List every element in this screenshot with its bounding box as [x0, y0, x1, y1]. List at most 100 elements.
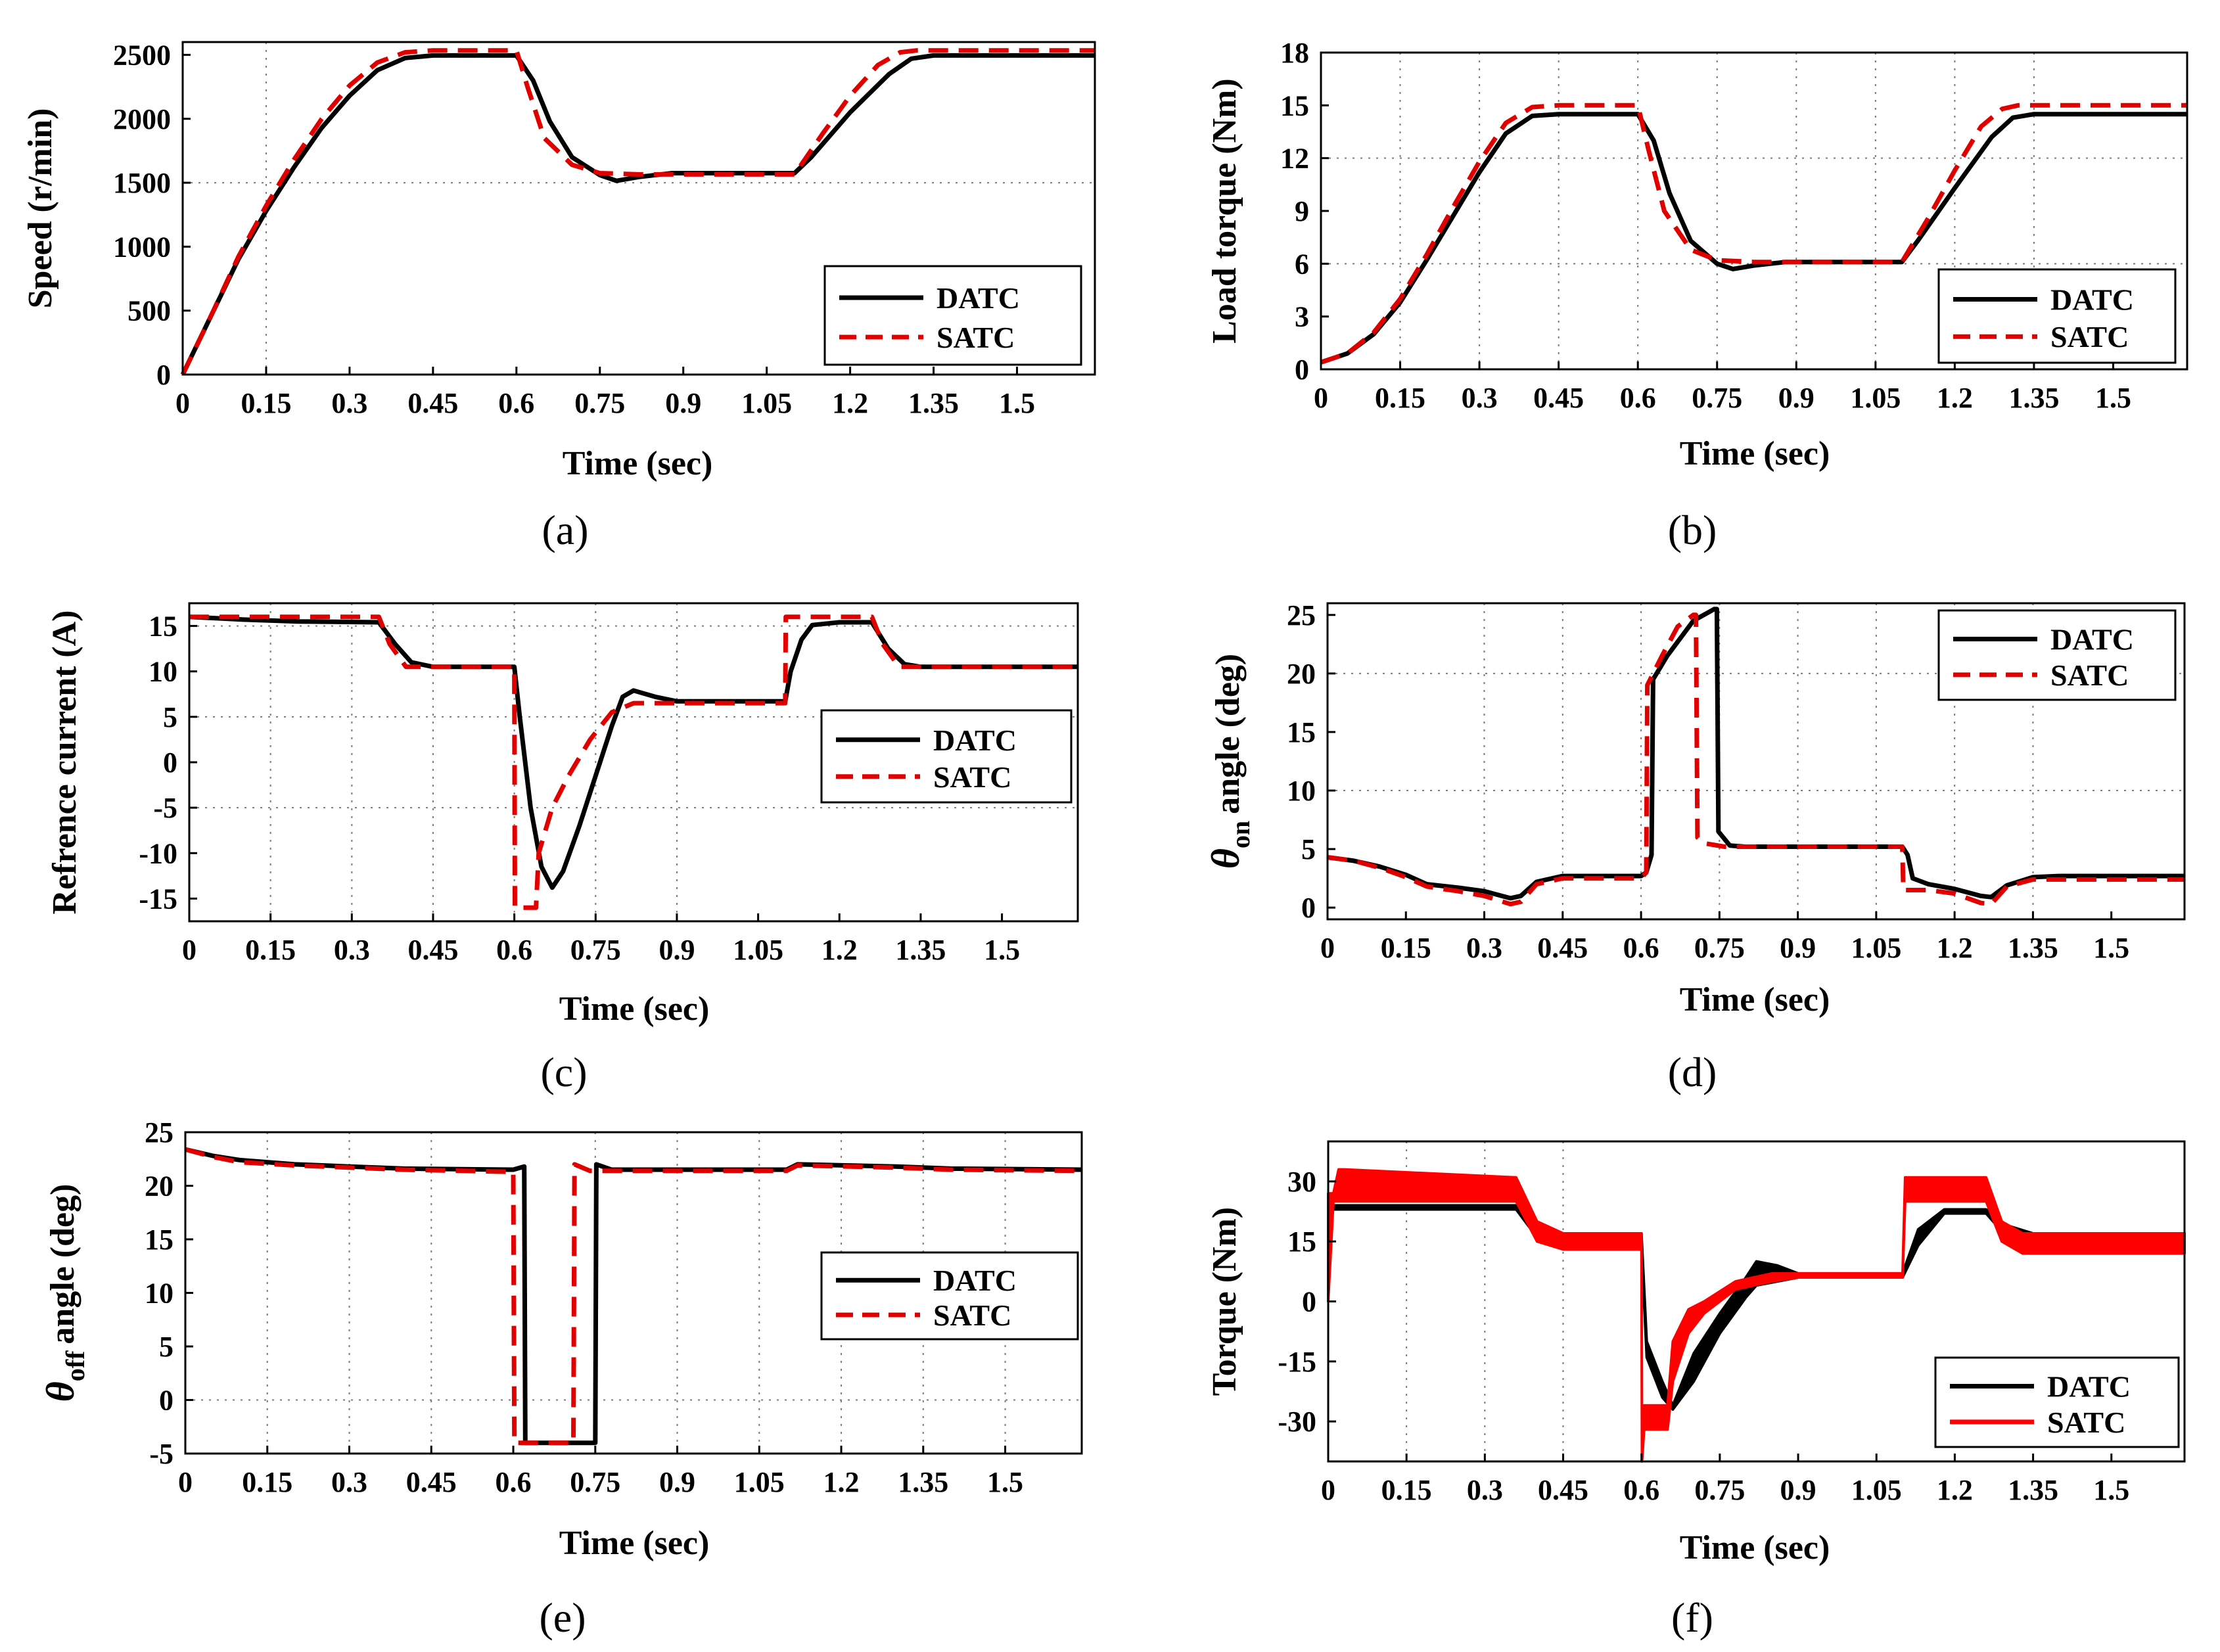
y-tick-label: 10	[145, 1277, 173, 1310]
y-axis-label-symbol: θ	[1204, 848, 1247, 869]
y-tick-label: 15	[1287, 716, 1316, 748]
y-tick-label: -15	[139, 883, 177, 915]
x-tick-label: 1.05	[734, 1466, 785, 1498]
x-tick-label: 0	[182, 934, 197, 966]
x-tick-label: 1.05	[741, 387, 792, 419]
x-axis-label: Time (sec)	[563, 445, 713, 482]
x-tick-label: 1.05	[1851, 1474, 1902, 1506]
y-axis-label: Refrence current (A)	[46, 610, 83, 915]
legend-box	[820, 1251, 1079, 1341]
legend-label-satc: SATC	[2050, 320, 2129, 354]
chart-a: 0 0.15 0.3 0.45 0.6 0.75 0.9 1.05 1.2 1.35 1.5 0 500…	[22, 39, 1096, 553]
x-tick-label: 0.45	[1533, 382, 1584, 414]
legend-label-datc: DATC	[2050, 623, 2134, 656]
x-tick-label: 1.5	[2093, 932, 2129, 964]
y-axis-label-subscript: off	[60, 1350, 90, 1381]
chart-d: 0 0.15 0.3 0.45 0.6 0.75 0.9 1.05 1.2 1.35 1.5 0 5 10…	[1204, 599, 2186, 1095]
x-tick-label: 0.75	[1694, 1474, 1745, 1506]
y-tick-label: 0	[1295, 354, 1309, 386]
y-tick-label: 3	[1295, 301, 1309, 333]
x-tick-label: 0.3	[331, 387, 367, 419]
y-tick-label: -10	[139, 837, 177, 869]
x-tick-label: 0.45	[407, 387, 458, 419]
series-datc-line	[189, 614, 1078, 890]
x-tick-label: 1.5	[2095, 382, 2131, 414]
x-tick-label: 0.9	[1780, 1474, 1816, 1506]
x-tick-label: 1.35	[2008, 382, 2059, 414]
x-tick-label: 0.3	[1466, 932, 1502, 964]
y-axis-label: Torque (Nm)	[1206, 1207, 1243, 1396]
chart-e: 0 0.15 0.3 0.45 0.6 0.75 0.9 1.05 1.2 1.35 1.5-505…	[39, 1116, 1083, 1641]
legend-box	[1937, 268, 2177, 364]
y-tick-label: 15	[1280, 89, 1309, 122]
y-tick-label: 15	[149, 610, 177, 643]
y-tick-label: 20	[1287, 658, 1316, 690]
y-tick-label: 20	[145, 1170, 173, 1203]
x-tick-label: 0.9	[665, 387, 701, 419]
x-tick-label: 0	[178, 1466, 193, 1498]
y-tick-label: 5	[163, 701, 177, 733]
x-tick-label: 0.6	[1623, 1474, 1659, 1506]
series-group	[1320, 103, 2187, 365]
panel-caption: (f)	[1671, 1594, 1713, 1641]
y-tick-label: 5	[1301, 833, 1316, 865]
series-datc-line	[180, 53, 1095, 376]
panel-caption: (c)	[540, 1049, 587, 1095]
x-tick-label: 0.15	[1381, 1474, 1432, 1506]
x-tick-label: 1.35	[908, 387, 959, 419]
y-tick-label: 0	[163, 746, 177, 779]
y-tick-label: 6	[1295, 248, 1309, 280]
y-tick-label: 0	[1302, 1286, 1316, 1318]
y-tick-label: 18	[1280, 37, 1309, 69]
panel-caption: (a)	[542, 507, 588, 553]
grid	[1321, 53, 2187, 369]
panel-caption: (d)	[1668, 1049, 1717, 1095]
y-tick-label: 0	[156, 359, 171, 391]
x-tick-label: 1.35	[898, 1466, 948, 1498]
x-tick-label: 0.3	[1462, 382, 1498, 414]
x-tick-label: 1.2	[823, 1466, 860, 1498]
x-tick-label: 1.35	[2008, 1474, 2058, 1506]
plot-frame	[1326, 602, 2186, 921]
x-tick-label: 0	[1320, 932, 1335, 964]
y-tick-label: 0	[159, 1385, 173, 1417]
x-tick-label: 0.75	[570, 1466, 620, 1498]
x-axis-label: Time (sec)	[1680, 981, 1830, 1019]
x-tick-label: 1.2	[821, 934, 858, 966]
series-group	[1327, 607, 2185, 907]
x-tick-label: 1.05	[1850, 382, 1901, 414]
x-tick-label: 0.6	[1620, 382, 1656, 414]
x-tick-label: 1.5	[984, 934, 1020, 966]
x-axis-label: Time (sec)	[559, 1525, 710, 1562]
legend-label-datc: DATC	[933, 1264, 1017, 1297]
y-axis-label: Speed (r/min)	[22, 108, 59, 309]
x-tick-label: 0.45	[1537, 932, 1588, 964]
y-tick-label: 500	[127, 295, 171, 327]
y-tick-label: 1500	[113, 167, 171, 199]
y-tick-label: -30	[1278, 1406, 1316, 1438]
panel-caption: (b)	[1668, 507, 1717, 553]
x-tick-label: 1.2	[1937, 932, 1973, 964]
x-tick-label: 0	[1321, 1474, 1335, 1506]
x-tick-label: 0.6	[496, 934, 532, 966]
series-group	[185, 1147, 1082, 1446]
series-datc-line	[1327, 607, 2185, 901]
x-tick-label: 1.35	[895, 934, 946, 966]
x-axis-label: Time (sec)	[1680, 1529, 1830, 1567]
x-tick-label: 0.15	[1381, 932, 1431, 964]
y-axis-label-text: angle (deg)	[1209, 654, 1247, 814]
x-tick-label: 1.2	[832, 387, 868, 419]
x-tick-label: 0	[1314, 382, 1328, 414]
legend-box	[1937, 609, 2177, 701]
y-axis-label: θon angle (deg)	[1204, 654, 1255, 869]
y-axis-label-text: angle (deg)	[44, 1184, 81, 1344]
y-tick-label: 2500	[113, 39, 171, 71]
legend-label-satc: SATC	[937, 321, 1015, 354]
y-axis-label: Load torque (Nm)	[1206, 78, 1243, 343]
x-tick-label: 1.2	[1937, 1474, 1973, 1506]
